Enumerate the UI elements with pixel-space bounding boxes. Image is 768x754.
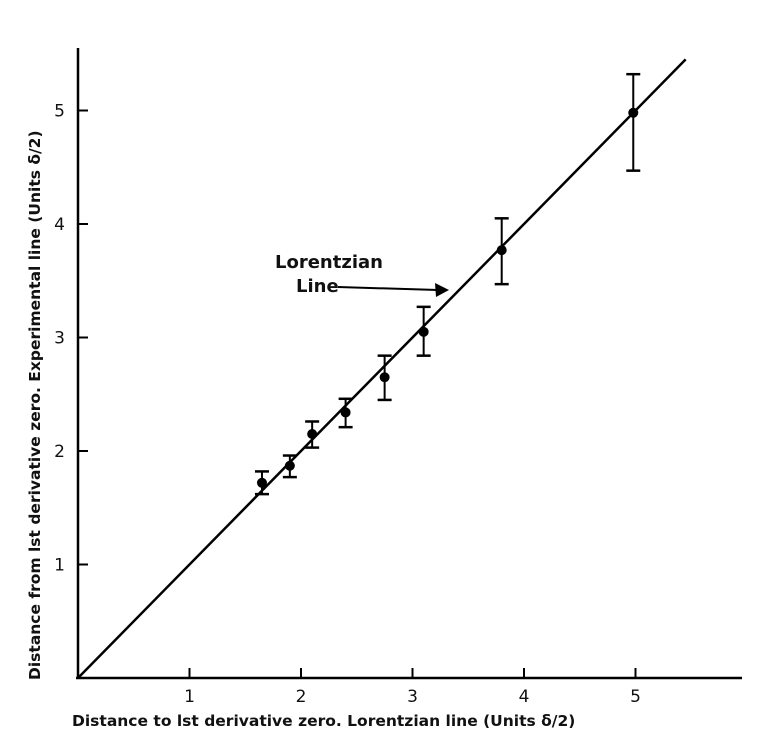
- annotation-line1: Lorentzian: [275, 252, 383, 273]
- data-point: [628, 107, 639, 118]
- x-tick-label: 5: [630, 687, 641, 707]
- data-point: [340, 407, 351, 418]
- annotation-arrow-shaft: [337, 286, 439, 291]
- data-point: [418, 326, 429, 337]
- x-tick-label: 3: [407, 687, 418, 707]
- data-point: [496, 245, 507, 256]
- y-tick-label: 2: [54, 442, 65, 462]
- data-point: [379, 372, 390, 383]
- y-tick-label: 3: [54, 329, 65, 349]
- data-point: [284, 460, 295, 471]
- y-tick-label: 5: [54, 102, 65, 122]
- x-tick-label: 4: [519, 687, 530, 707]
- y-axis-label: Distance from lst derivative zero. Exper…: [26, 130, 44, 680]
- x-tick-label: 2: [296, 687, 307, 707]
- x-axis-label: Distance to lst derivative zero. Lorentz…: [72, 712, 575, 730]
- annotation-arrowhead: [435, 283, 449, 297]
- y-tick-label: 4: [54, 215, 65, 235]
- data-point: [256, 477, 267, 488]
- lorentzian-line: [77, 58, 687, 679]
- y-tick-label: 1: [54, 556, 65, 576]
- x-tick-label: 1: [184, 687, 195, 707]
- annotation-line2: Line: [296, 276, 339, 297]
- data-point: [307, 428, 318, 439]
